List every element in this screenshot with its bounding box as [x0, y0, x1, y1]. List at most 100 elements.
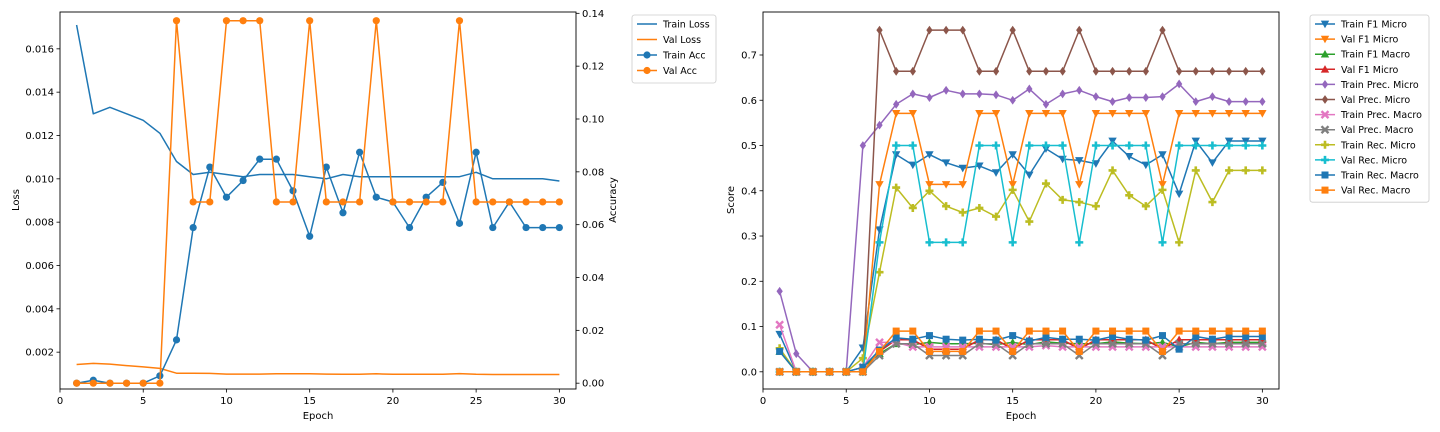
data-point: [1092, 92, 1100, 102]
data-point: [1241, 110, 1250, 118]
data-point: [489, 198, 497, 206]
y-axis-label: Score: [726, 186, 737, 214]
data-point: [1225, 327, 1233, 335]
data-point: [992, 90, 1000, 100]
data-point: [892, 334, 900, 342]
y-tick-label: 0.012: [25, 131, 54, 142]
legend-item: Val Rec. Macro: [1315, 186, 1410, 197]
data-point: [958, 164, 967, 173]
data-point: [422, 198, 430, 206]
x-tick-label: 20: [387, 396, 400, 407]
y-tick-label: 0.5: [741, 141, 757, 152]
data-point: [942, 335, 950, 343]
y-tick-label: 0.016: [25, 44, 54, 55]
data-point: [892, 141, 901, 150]
legend: Train Loss Val Loss Train Acc Val Acc: [631, 14, 717, 84]
data-point: [1008, 181, 1017, 189]
data-point: [1192, 66, 1199, 76]
data-point: [909, 89, 916, 99]
data-point: [1009, 95, 1016, 105]
data-point: [975, 203, 984, 212]
data-point: [1042, 99, 1050, 109]
data-point: [1192, 333, 1200, 341]
series-line: [75, 24, 560, 182]
data-point: [489, 223, 497, 232]
legend-label: Train F1 Micro: [1340, 20, 1407, 31]
data-point: [976, 66, 983, 76]
data-point: [1192, 97, 1199, 107]
data-point: [776, 368, 784, 376]
data-point: [876, 120, 883, 130]
data-point: [1191, 166, 1200, 175]
data-point: [859, 141, 867, 150]
data-point: [1008, 151, 1017, 159]
y-right-tick-label: 0.14: [582, 9, 604, 20]
legend-label: Train F1 Macro: [1340, 50, 1410, 61]
data-point: [522, 198, 530, 206]
plot-frame: [59, 11, 577, 390]
legend-item: Val Rec. Micro: [1315, 155, 1407, 166]
legend-item: Val Acc: [637, 66, 697, 77]
data-point: [1141, 110, 1151, 118]
series-line: [778, 169, 1263, 373]
legend-item: Train Acc: [637, 51, 706, 62]
data-point: [1124, 110, 1134, 118]
legend-label: Val Prec. Macro: [1341, 125, 1414, 136]
data-point: [206, 198, 214, 206]
data-point: [1241, 339, 1251, 349]
data-point: [942, 85, 950, 95]
data-point: [555, 198, 563, 206]
data-point: [1224, 339, 1234, 349]
data-point: [122, 379, 131, 387]
data-point: [776, 286, 783, 296]
data-point: [1108, 166, 1117, 175]
series-train-loss: [75, 24, 560, 182]
data-point: [1108, 110, 1117, 118]
series-line: [778, 83, 1263, 373]
data-point: [1041, 141, 1050, 150]
legend-item: Train Rec. Micro: [1315, 140, 1416, 151]
x-tick-label: 30: [1256, 396, 1269, 407]
data-point: [1241, 137, 1250, 146]
data-point: [1159, 92, 1166, 102]
data-point: [1242, 333, 1250, 341]
data-point: [189, 223, 197, 232]
data-point: [405, 223, 414, 232]
data-point: [1109, 66, 1116, 76]
data-point: [1259, 97, 1266, 107]
data-point: [975, 335, 983, 343]
data-point: [1109, 97, 1116, 107]
data-point: [1059, 89, 1066, 99]
data-point: [1158, 151, 1167, 159]
data-point: [1209, 92, 1216, 102]
data-point: [909, 66, 916, 76]
data-point: [1125, 335, 1133, 343]
legend: Train F1 Micro Val F1 Micro Train F1 Macro…: [1309, 14, 1430, 203]
data-point: [356, 148, 364, 156]
data-point: [1009, 347, 1017, 355]
x-tick-label: 0: [760, 396, 766, 407]
data-point: [1076, 25, 1083, 35]
data-point: [1258, 166, 1267, 175]
data-point: [239, 176, 247, 185]
x-axis-ticks: 0 5 10 15 20 25 30: [760, 389, 1269, 407]
data-point: [256, 155, 264, 163]
data-point: [925, 332, 933, 340]
plot-frame: [762, 11, 1280, 390]
y-axis-ticks: 0.0 0.1 0.2 0.3 0.4 0.5 0.6 0.7: [741, 50, 763, 378]
legend-box: [1309, 14, 1430, 203]
data-point: [322, 198, 330, 206]
series-val-acc: [73, 17, 563, 387]
legend-item: Val F1 Micro: [1315, 35, 1399, 46]
data-point: [1175, 238, 1184, 247]
data-point: [909, 335, 917, 343]
data-point: [272, 198, 280, 206]
data-point: [1242, 66, 1249, 76]
data-point: [842, 368, 850, 376]
data-point: [908, 110, 918, 118]
data-point: [1258, 333, 1266, 341]
data-point: [1125, 327, 1133, 335]
data-point: [1059, 335, 1067, 343]
x-axis-ticks: 0 5 10 15 20 25 30: [57, 389, 566, 407]
